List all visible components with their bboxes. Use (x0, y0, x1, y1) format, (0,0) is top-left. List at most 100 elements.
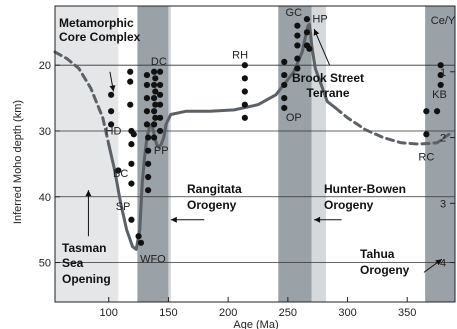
plot-frame (54, 5, 456, 303)
data-point-12 (130, 131, 137, 138)
band-3 (278, 6, 312, 302)
data-point-55 (294, 65, 301, 72)
data-point-5 (127, 78, 134, 85)
data-point-21 (145, 147, 152, 154)
point-label-op: OP (286, 112, 302, 124)
data-point-34 (152, 114, 159, 121)
data-point-39 (156, 114, 164, 121)
metamorphic-core-complex-line2: Core Complex (59, 30, 141, 44)
point-label-hp: HP (312, 13, 327, 25)
point-label-rh: RH (232, 50, 248, 62)
data-point-27 (151, 94, 158, 102)
data-point-31 (152, 75, 159, 82)
data-point-38 (156, 101, 164, 108)
data-point-20 (145, 134, 152, 141)
right-tick-label-4: 4 (440, 258, 446, 270)
right-tick-label-2: 2 (440, 133, 446, 145)
data-point-17 (143, 94, 151, 102)
tahua-arrow-head (435, 259, 442, 266)
data-point-32 (152, 88, 159, 95)
rangitata-line2: Orogeny (187, 198, 237, 212)
data-point-25 (151, 68, 158, 75)
data-point-43 (241, 88, 248, 95)
x-tick-label-200: 200 (219, 307, 237, 319)
tasman-sea-opening-annotation: Tasman Sea Opening (62, 241, 111, 286)
tasman-line1: Tasman (62, 241, 106, 255)
data-point-13 (135, 233, 142, 240)
point-label-rc: RC (418, 152, 434, 164)
data-point-26 (151, 81, 158, 89)
hunter-bowen-line1: Hunter-Bowen (324, 182, 406, 196)
tahua-orogeny-annotation: Tahua Orogeny (360, 247, 410, 277)
data-point-2 (108, 121, 115, 128)
core-complex-arrow-head (109, 85, 116, 92)
data-point-62 (433, 108, 441, 115)
data-point-49 (281, 94, 288, 102)
data-point-6 (127, 101, 134, 108)
data-point-16 (143, 81, 151, 89)
y-tick-label-20: 20 (39, 60, 51, 72)
right-tick-label-3: 3 (440, 198, 446, 210)
data-point-50 (281, 104, 288, 112)
data-point-14 (137, 239, 145, 246)
point-label-kb: KB (432, 89, 447, 101)
rangitata-line1: Rangitata (187, 182, 242, 196)
point-label-pp: PP (154, 145, 169, 157)
point-label-wfo: WFO (140, 254, 166, 266)
y-tick-label-40: 40 (39, 192, 51, 204)
point-label-dc: DC (151, 56, 167, 68)
tasman-arrow-head (85, 190, 92, 197)
band-2 (168, 6, 171, 302)
data-point-11 (128, 216, 135, 223)
tasman-line3: Opening (62, 272, 111, 286)
data-point-61 (423, 131, 430, 138)
point-label-bc: BC (113, 168, 128, 180)
gridlines (55, 64, 455, 263)
data-point-22 (145, 160, 152, 167)
hunter-bowen-arrow-head (314, 216, 321, 223)
rangitata-arrow-head (170, 216, 177, 223)
brook-street-terrane-annotation: Brook Street Terrane (292, 71, 364, 100)
data-point-29 (151, 121, 158, 128)
rangitata-orogeny-annotation: Rangitata Orogeny (187, 182, 242, 212)
x-tick-label-250: 250 (279, 307, 297, 319)
x-tick-label-150: 150 (159, 307, 177, 319)
data-point-18 (143, 108, 151, 115)
x-tick-label-350: 350 (398, 307, 416, 319)
data-point-35 (156, 68, 164, 75)
data-point-40 (156, 127, 164, 135)
tasman-line2: Sea (62, 256, 84, 270)
data-point-3 (115, 167, 122, 174)
hunter-bowen-orogeny-annotation: Hunter-Bowen Orogeny (324, 182, 406, 212)
orogeny-bands (55, 6, 455, 302)
dashed-curve-right (334, 106, 451, 146)
data-point-42 (241, 75, 248, 82)
x-tick-label-100: 100 (100, 307, 118, 319)
data-point-60 (423, 108, 430, 115)
data-point-33 (152, 101, 159, 108)
data-point-56 (303, 16, 311, 23)
right-tick-label-1: 1 (440, 67, 446, 79)
data-point-51 (294, 22, 301, 29)
axes (54, 5, 456, 303)
data-point-54 (294, 55, 301, 62)
data-point-24 (145, 187, 152, 194)
point-labels: HD BC SP WFO DC PP RH GC HP OP KB RC (106, 7, 447, 266)
data-point-53 (294, 42, 301, 49)
tahua-line2: Orogeny (360, 263, 410, 277)
tick-labels: 100 150 200 250 300 350 20 30 40 50 1 2 3 4 (39, 60, 446, 319)
data-point-19 (143, 121, 151, 128)
hunter-bowen-line2: Orogeny (324, 198, 374, 212)
brook-street-arrow-head (313, 29, 320, 36)
metamorphic-core-complex-annotation: Metamorphic Core Complex (59, 16, 141, 44)
metamorphic-core-complex-line1: Metamorphic (59, 16, 134, 30)
data-point-1 (108, 108, 115, 115)
data-point-9 (128, 160, 135, 167)
data-points (108, 16, 444, 246)
band-5 (425, 6, 455, 302)
data-point-28 (151, 108, 158, 115)
dashed-curve-left (53, 50, 111, 146)
point-label-gc: GC (286, 7, 303, 19)
x-tick-label-300: 300 (338, 307, 356, 319)
